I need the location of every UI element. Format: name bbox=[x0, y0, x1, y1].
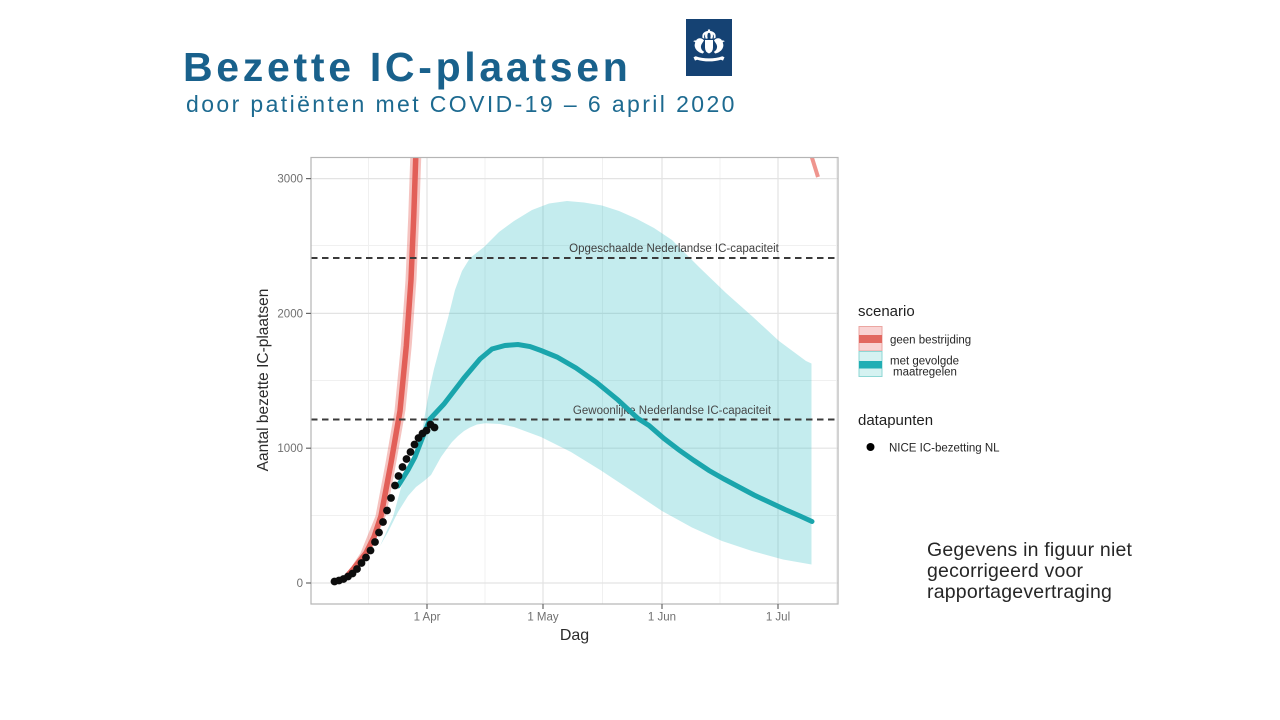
svg-text:Opgeschaalde Nederlandse IC-ca: Opgeschaalde Nederlandse IC-capaciteit bbox=[569, 243, 779, 255]
svg-text:1 Apr: 1 Apr bbox=[414, 612, 441, 624]
svg-text:1 Jul: 1 Jul bbox=[766, 612, 790, 624]
svg-text:maatregelen: maatregelen bbox=[893, 367, 957, 379]
svg-text:Dag: Dag bbox=[560, 627, 589, 644]
svg-text:Aantal bezette IC-plaatsen: Aantal bezette IC-plaatsen bbox=[255, 289, 272, 472]
svg-text:met gevolgde: met gevolgde bbox=[890, 356, 959, 368]
svg-text:scenario: scenario bbox=[858, 303, 915, 320]
svg-text:datapunten: datapunten bbox=[858, 412, 933, 429]
svg-text:1 Jun: 1 Jun bbox=[648, 612, 676, 624]
svg-text:3000: 3000 bbox=[277, 174, 303, 186]
svg-text:Gewoonlijke Nederlandse IC-cap: Gewoonlijke Nederlandse IC-capaciteit bbox=[573, 405, 772, 417]
svg-text:1000: 1000 bbox=[277, 443, 303, 455]
svg-text:1 May: 1 May bbox=[527, 612, 559, 624]
svg-text:NICE IC-bezetting NL: NICE IC-bezetting NL bbox=[889, 443, 1000, 455]
svg-text:2000: 2000 bbox=[277, 308, 303, 320]
svg-text:geen bestrijding: geen bestrijding bbox=[890, 335, 971, 347]
svg-text:0: 0 bbox=[297, 578, 303, 590]
